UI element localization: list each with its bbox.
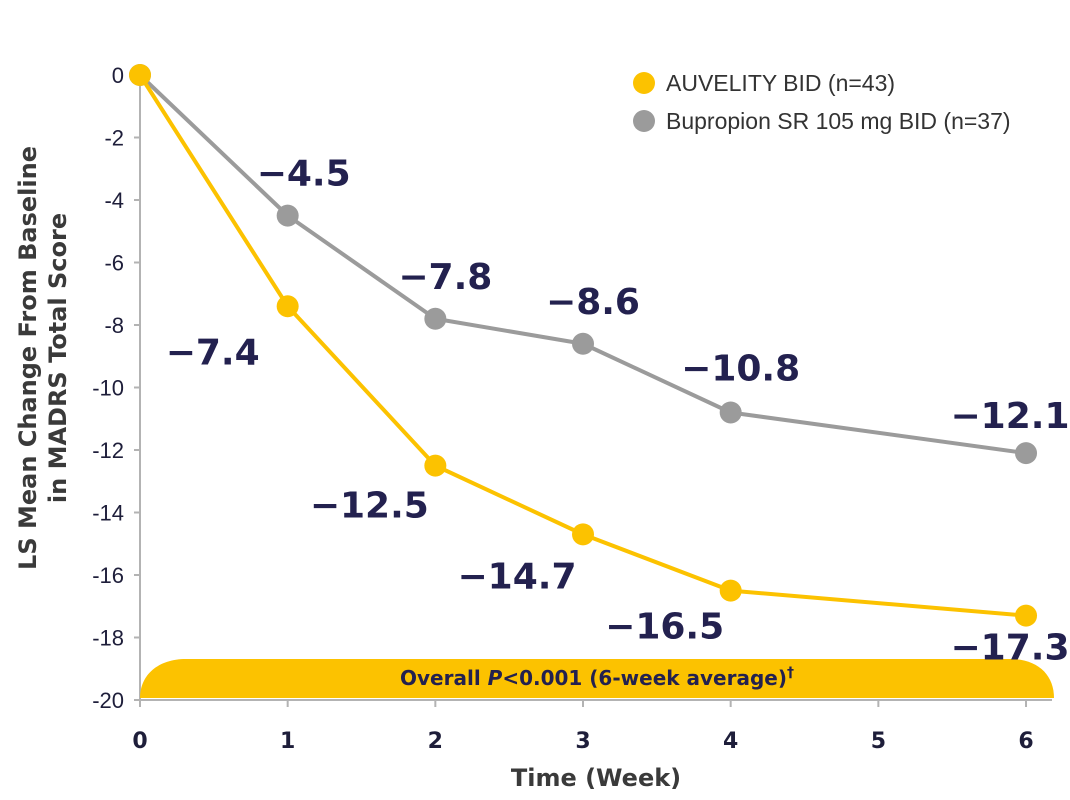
x-tick-label: 1 xyxy=(280,729,295,754)
data-point-bupropion xyxy=(572,332,595,355)
data-point-bupropion xyxy=(719,401,742,424)
data-label-auvelity: −17.3 xyxy=(951,628,1070,669)
x-tick-label: 2 xyxy=(428,729,443,754)
y-ticks: 0 -2 -4 -6 -8 -10 -12 -14 -16 -18 -20 xyxy=(92,63,140,713)
x-tick-label: 4 xyxy=(723,729,738,754)
y-tick-label: -8 xyxy=(104,313,124,338)
data-label-auvelity: −16.5 xyxy=(605,607,724,648)
data-point-auvelity xyxy=(1015,604,1038,627)
series-line-bupropion xyxy=(138,73,1027,456)
x-tick-label: 5 xyxy=(871,729,886,754)
x-ticks: 0 1 2 3 4 5 6 xyxy=(132,700,1034,754)
y-tick-label: -16 xyxy=(92,563,124,588)
y-tick-label: -4 xyxy=(104,188,124,213)
y-tick-label: -20 xyxy=(92,688,124,713)
x-tick-label: 3 xyxy=(575,729,590,754)
data-point-bupropion xyxy=(1015,442,1038,465)
significance-banner: Overall P<0.001 (6-week average)† xyxy=(140,659,1054,698)
data-label-bupropion: −12.1 xyxy=(951,396,1070,437)
y-tick-label: -2 xyxy=(104,126,124,151)
legend-label-auvelity: AUVELITY BID (n=43) xyxy=(666,70,895,96)
data-label-auvelity: −12.5 xyxy=(310,486,429,527)
y-tick-label: -10 xyxy=(92,376,124,401)
series-points xyxy=(129,64,1038,627)
x-tick-label: 6 xyxy=(1018,729,1033,754)
y-tick-label: -18 xyxy=(92,626,124,651)
y-tick-label: -14 xyxy=(92,501,124,526)
series-line-auvelity xyxy=(138,73,1027,618)
data-point-auvelity xyxy=(129,64,151,86)
legend-marker-auvelity xyxy=(633,72,655,94)
y-tick-label: -6 xyxy=(104,251,124,276)
data-point-bupropion xyxy=(424,307,447,330)
legend: AUVELITY BID (n=43) Bupropion SR 105 mg … xyxy=(633,70,1011,134)
y-axis-title-line1: LS Mean Change From Baseline xyxy=(14,146,42,570)
y-tick-label: 0 xyxy=(112,63,124,88)
y-axis-title-line2: in MADRS Total Score xyxy=(44,213,72,503)
banner-shape xyxy=(140,659,1054,698)
legend-label-bupropion: Bupropion SR 105 mg BID (n=37) xyxy=(666,108,1011,134)
legend-marker-bupropion xyxy=(633,110,655,132)
data-point-auvelity xyxy=(276,295,299,318)
data-label-bupropion: −4.5 xyxy=(257,154,351,195)
banner-text: Overall P<0.001 (6-week average)† xyxy=(400,665,794,690)
x-tick-label: 0 xyxy=(132,729,147,754)
x-axis-title: Time (Week) xyxy=(511,764,681,792)
data-point-auvelity xyxy=(424,454,447,477)
data-label-bupropion: −8.6 xyxy=(546,282,640,323)
y-tick-label: -12 xyxy=(92,438,124,463)
data-label-auvelity: −7.4 xyxy=(166,332,260,373)
data-point-auvelity xyxy=(572,523,595,546)
data-point-bupropion xyxy=(276,204,299,227)
data-label-bupropion: −7.8 xyxy=(398,257,492,298)
data-point-auvelity xyxy=(719,579,742,602)
data-label-bupropion: −10.8 xyxy=(681,349,800,390)
data-label-auvelity: −14.7 xyxy=(458,556,577,597)
data-labels: −4.5 −7.8 −8.6 −10.8 −12.1 −7.4 −12.5 −14.7 −16.… xyxy=(166,154,1070,669)
series-lines xyxy=(138,73,1027,618)
